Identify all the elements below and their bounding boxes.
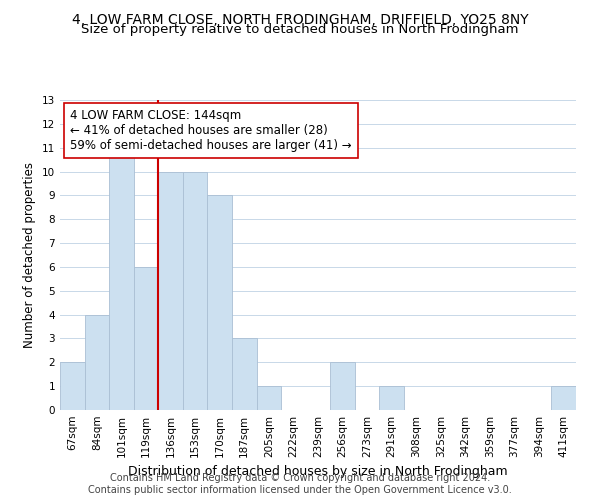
Text: Contains HM Land Registry data © Crown copyright and database right 2024.
Contai: Contains HM Land Registry data © Crown c…: [88, 474, 512, 495]
Text: Size of property relative to detached houses in North Frodingham: Size of property relative to detached ho…: [81, 22, 519, 36]
Bar: [134, 267, 158, 410]
Bar: [85, 314, 109, 410]
Bar: [208, 196, 232, 410]
Bar: [158, 172, 183, 410]
X-axis label: Distribution of detached houses by size in North Frodingham: Distribution of detached houses by size …: [128, 466, 508, 478]
Y-axis label: Number of detached properties: Number of detached properties: [23, 162, 37, 348]
Bar: [330, 362, 355, 410]
Bar: [183, 172, 208, 410]
Bar: [232, 338, 257, 410]
Bar: [257, 386, 281, 410]
Bar: [60, 362, 85, 410]
Bar: [379, 386, 404, 410]
Text: 4, LOW FARM CLOSE, NORTH FRODINGHAM, DRIFFIELD, YO25 8NY: 4, LOW FARM CLOSE, NORTH FRODINGHAM, DRI…: [71, 12, 529, 26]
Bar: [551, 386, 576, 410]
Bar: [109, 148, 134, 410]
Text: 4 LOW FARM CLOSE: 144sqm
← 41% of detached houses are smaller (28)
59% of semi-d: 4 LOW FARM CLOSE: 144sqm ← 41% of detach…: [70, 110, 352, 152]
